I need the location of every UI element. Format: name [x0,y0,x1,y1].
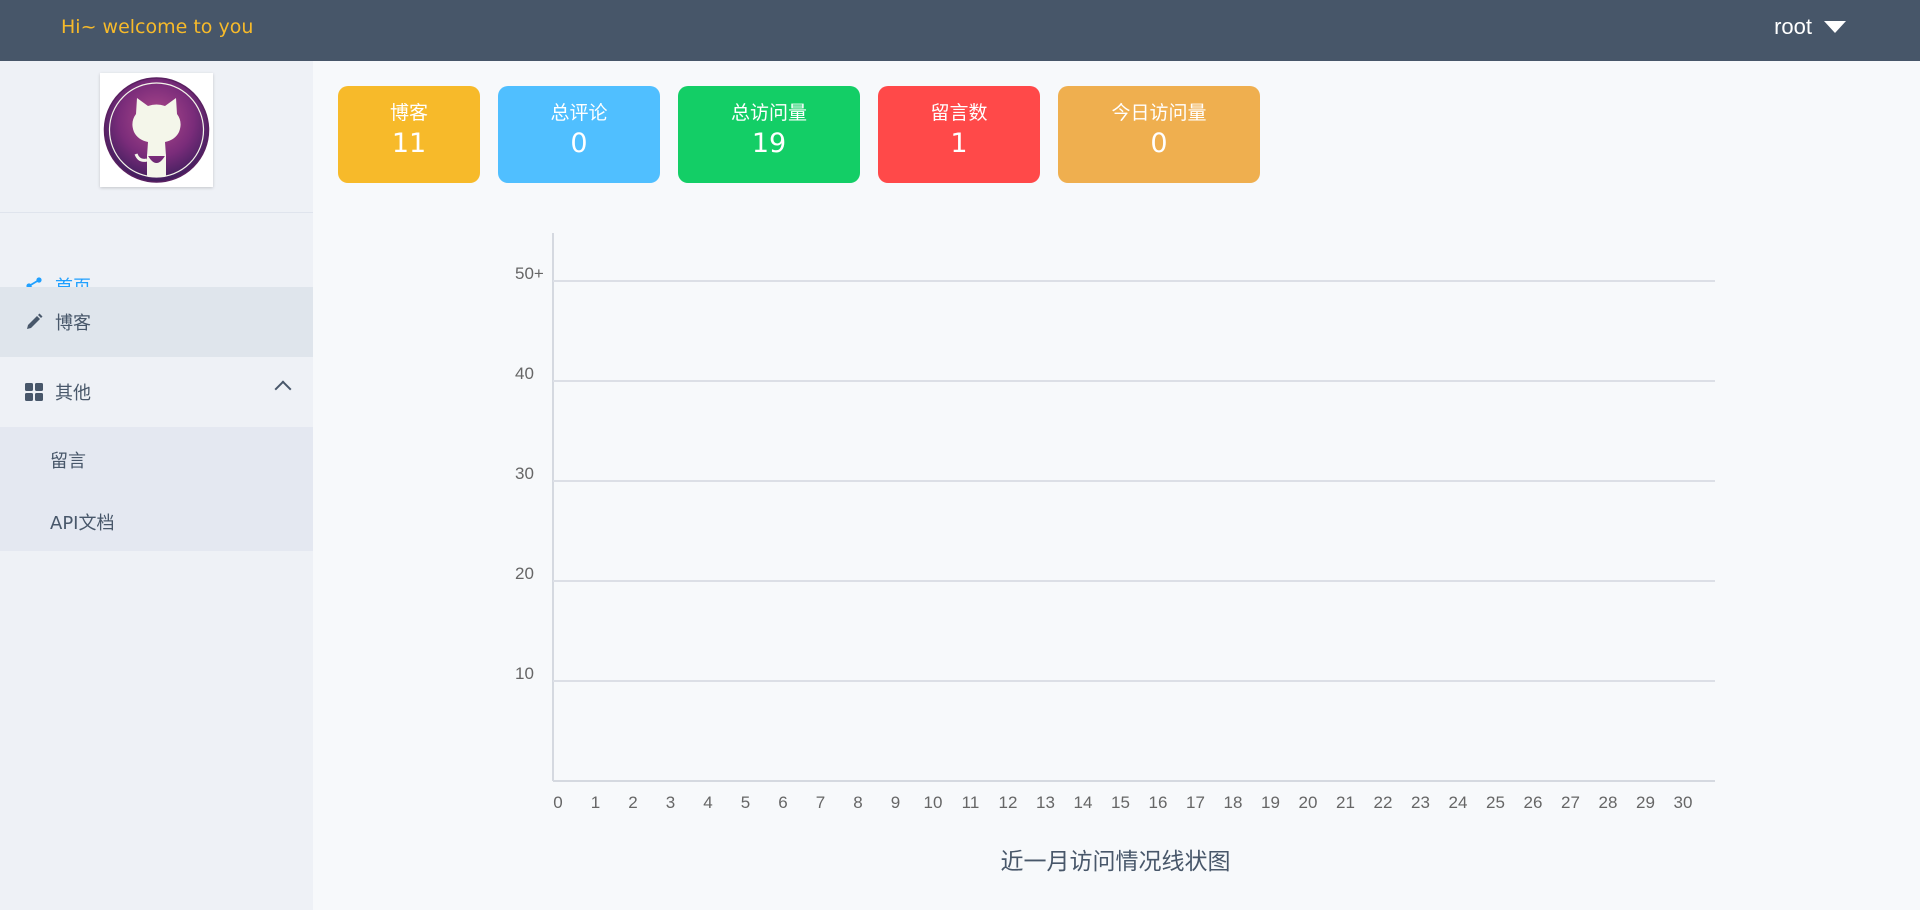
sidebar-item-label: 其他 [55,383,91,404]
x-tick-label: 9 [891,793,900,812]
x-tick-label: 1 [591,793,600,812]
y-tick-label: 30 [515,464,534,483]
submenu-item-api-docs[interactable]: API文档 [50,513,115,534]
stat-label: 留言数 [930,102,988,124]
stat-card-visits[interactable]: 总访问量 19 [678,86,860,183]
sidebar: 首页 博客 其他 留言 API文档 [0,61,313,910]
pencil-icon [27,313,43,329]
stat-value: 19 [751,128,787,159]
x-tick-label: 0 [553,793,562,812]
submenu-other: 留言 API文档 [0,427,313,551]
x-tick-label: 11 [962,793,980,812]
sidebar-item-label: 博客 [55,313,91,334]
y-tick-label: 40 [515,364,534,383]
stat-card-blogs[interactable]: 博客 11 [338,86,480,183]
stat-card-comments[interactable]: 总评论 0 [498,86,660,183]
x-tick-label: 3 [666,793,675,812]
x-tick-label: 29 [1636,793,1655,812]
x-tick-label: 22 [1374,793,1393,812]
x-tick-label: 16 [1149,793,1168,812]
x-tick-label: 7 [816,793,825,812]
caret-down-icon[interactable] [1824,21,1846,33]
stat-value: 0 [1150,128,1168,159]
x-tick-label: 30 [1674,793,1693,812]
x-tick-label: 14 [1074,793,1093,812]
x-tick-label: 15 [1111,793,1130,812]
user-menu-dropdown[interactable]: root [1774,14,1846,40]
x-tick-label: 2 [628,793,637,812]
user-name[interactable]: root [1774,14,1812,39]
stat-label: 今日访问量 [1111,102,1207,124]
x-tick-label: 17 [1186,793,1205,812]
x-tick-label: 4 [703,793,712,812]
sidebar-item-other[interactable]: 其他 [0,357,313,427]
stat-value: 11 [391,128,427,159]
x-tick-label: 26 [1524,793,1543,812]
x-tick-label: 28 [1599,793,1618,812]
top-header: Hi~ welcome to you root [0,0,1920,61]
stat-label: 总访问量 [730,102,807,124]
x-tick-label: 20 [1299,793,1318,812]
stat-value: 1 [950,128,968,159]
sidebar-divider [0,212,313,213]
avatar[interactable] [100,73,213,187]
x-tick-label: 24 [1449,793,1468,812]
x-tick-label: 10 [924,793,943,812]
sidebar-item-blog[interactable]: 博客 [0,287,313,357]
x-tick-label: 19 [1261,793,1280,812]
x-tick-label: 23 [1411,793,1430,812]
stat-card-messages[interactable]: 留言数 1 [878,86,1040,183]
stat-label: 博客 [389,102,428,124]
stat-card-today-visits[interactable]: 今日访问量 0 [1058,86,1260,183]
welcome-text: Hi~ welcome to you [61,16,254,38]
x-tick-label: 5 [741,793,750,812]
x-tick-label: 25 [1486,793,1505,812]
stat-value: 0 [570,128,588,159]
y-tick-label: 20 [515,564,534,583]
x-tick-label: 12 [999,793,1018,812]
stat-label: 总评论 [550,102,608,124]
chart-title: 近一月访问情况线状图 [1000,849,1231,875]
submenu-item-messages[interactable]: 留言 [50,451,86,472]
grid-icon [25,383,43,401]
x-tick-label: 27 [1561,793,1580,812]
x-tick-label: 8 [853,793,862,812]
y-tick-label: 10 [515,664,534,683]
y-tick-label: 50+ [515,264,544,283]
x-tick-label: 21 [1336,793,1355,812]
github-octocat-icon [103,77,210,183]
x-tick-label: 6 [778,793,787,812]
x-tick-label: 13 [1036,793,1055,812]
x-tick-label: 18 [1224,793,1243,812]
